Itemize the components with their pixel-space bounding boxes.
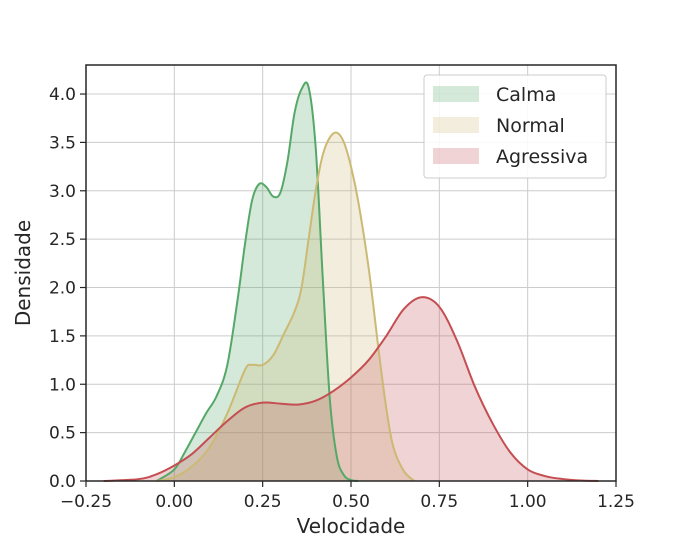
legend: Calma Normal Agressiva <box>423 74 607 179</box>
legend-box <box>423 74 607 179</box>
x-tick-label: 0.50 <box>332 492 370 512</box>
y-tick-label: 1.5 <box>49 327 76 347</box>
density-area-agressiva <box>103 297 599 481</box>
x-axis-ticks: −0.25 0.00 0.25 0.50 0.75 1.00 1.25 <box>60 481 635 512</box>
legend-swatch <box>433 117 479 133</box>
density-line-calma <box>156 81 359 482</box>
y-tick-label: 0.0 <box>49 472 76 492</box>
y-axis-ticks: 0.0 0.5 1.0 1.5 2.0 2.5 3.0 3.5 4.0 <box>49 85 86 492</box>
legend-label: Calma <box>496 84 556 106</box>
x-tick-label: 0.00 <box>155 492 193 512</box>
legend-swatch <box>433 86 479 102</box>
x-tick-label: 1.00 <box>509 492 547 512</box>
legend-label: Normal <box>496 115 565 137</box>
density-area-calma <box>156 82 359 481</box>
density-areas <box>103 82 599 481</box>
density-line-agressiva <box>103 296 599 482</box>
legend-label: Agressiva <box>496 146 588 168</box>
y-tick-label: 2.0 <box>49 279 76 299</box>
y-axis-label: Densidade <box>11 220 35 326</box>
x-tick-label: 0.75 <box>420 492 458 512</box>
x-tick-label: −0.25 <box>60 492 112 512</box>
y-tick-label: 1.0 <box>49 375 76 395</box>
density-area-normal <box>156 132 415 481</box>
legend-item-agressiva: Agressiva <box>433 146 588 168</box>
density-lines <box>103 81 599 482</box>
x-tick-label: 0.25 <box>244 492 282 512</box>
x-tick-label: 1.25 <box>597 492 635 512</box>
legend-swatch <box>433 148 479 164</box>
y-tick-label: 4.0 <box>49 85 76 105</box>
y-tick-label: 2.5 <box>49 230 76 250</box>
legend-item-normal: Normal <box>433 115 565 137</box>
legend-item-calma: Calma <box>433 84 556 106</box>
y-tick-label: 0.5 <box>49 424 76 444</box>
x-axis-label: Velocidade <box>297 514 406 538</box>
y-tick-label: 3.0 <box>49 182 76 202</box>
y-tick-label: 3.5 <box>49 133 76 153</box>
